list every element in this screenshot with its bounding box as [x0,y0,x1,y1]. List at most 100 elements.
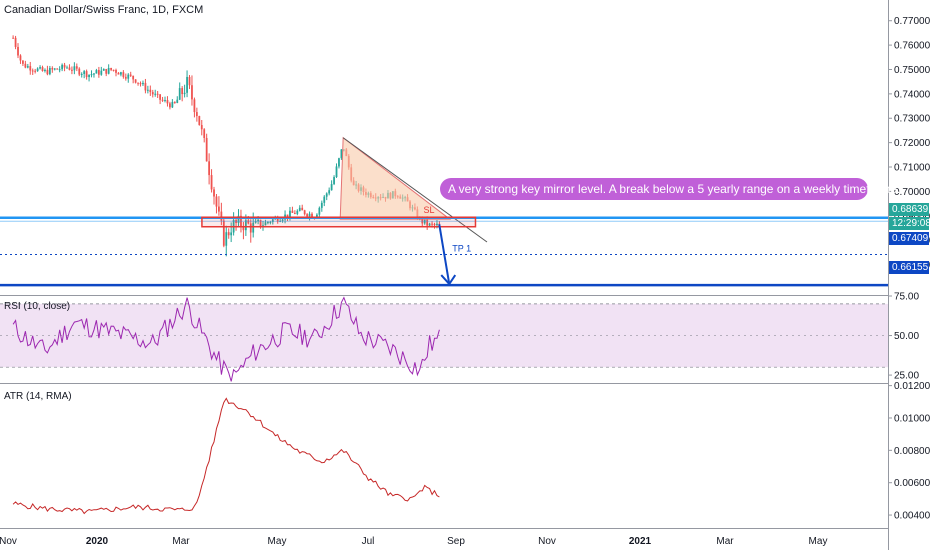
price-tag-bg [889,261,929,274]
candle-body [19,55,22,61]
candle-body [24,63,27,68]
candle-body [218,206,220,212]
rsi-pane[interactable] [0,296,888,382]
candle-body [330,184,333,191]
candle-body [289,210,291,218]
grid-lines [0,0,889,550]
time-tick-label: Nov [0,536,17,547]
tp-arrow-head [440,274,457,286]
candle-body [298,207,301,211]
candle-body [198,116,201,126]
price-tick-label: 0.71000 [894,163,931,174]
candle-body [438,223,441,225]
candle-body [110,67,113,70]
candle-body [88,74,90,78]
candle-body [95,70,98,74]
candle-body [142,82,144,85]
candle-body [90,74,93,76]
candle-body [178,88,181,100]
key-level-callout: A very strong key mirror level. A break … [440,178,900,200]
candle-body [205,137,208,162]
candle-body [97,70,100,75]
time-tick-label: May [268,536,287,547]
candle-body [63,64,66,68]
candle-body [171,101,174,108]
candle-body [188,76,191,86]
atr-tick-label: 0.01000 [894,413,931,424]
candle-body [320,202,323,208]
candle-body [129,74,132,76]
time-tick-label: Nov [538,536,556,547]
rsi-line [12,296,440,382]
candle-body [296,210,299,214]
candle-body [215,196,218,207]
candle-body [208,161,211,176]
candle-body [173,101,176,103]
candle-body [433,224,436,226]
candle-body [303,210,306,215]
price-tick-label: 0.69000 [894,211,931,222]
price-tick-label: 0.72000 [894,138,931,149]
price-tick-label: 0.74000 [894,89,931,100]
candle-body [203,129,206,138]
candle-body [58,69,61,71]
candle-body [426,219,429,226]
candle-body [247,220,250,224]
candle-body [53,68,56,70]
atr-pane[interactable] [12,397,440,515]
candle-body [161,99,164,101]
candle-body [200,125,203,130]
time-tick-label: 2020 [86,536,109,547]
price-tag-bg [889,232,929,245]
candle-body [195,112,198,117]
rsi-tick-label: 25.00 [894,371,919,382]
candle-body [183,92,186,95]
time-tick-label: May [809,536,828,547]
candle-body [276,217,279,222]
candle-body [102,68,105,71]
candle-body [423,219,426,224]
price-pane[interactable]: SL TP 1 [0,35,888,287]
candle-body [17,46,19,56]
candle-body [75,66,78,69]
candle-body [73,66,76,71]
candle-body [127,74,130,79]
candle-body [31,70,34,72]
candle-body [244,220,247,231]
candle-body [144,82,147,91]
candle-body [139,83,142,85]
candle-body [14,37,17,47]
candle-body [335,166,338,178]
atr-tick-label: 0.00600 [894,478,931,489]
price-axis[interactable]: 0.77000 0.76000 0.75000 0.74000 0.73000 0.720… [0,16,931,547]
price-tick-label: 0.77000 [894,16,931,27]
atr-tick-label: 0.01200 [894,381,931,392]
candle-body [93,73,95,75]
atr-line [12,397,440,515]
candle-body [333,177,335,185]
candle-body [328,190,331,194]
candle-body [12,37,15,39]
time-tick-label: 2021 [629,536,652,547]
atr-tick-label: 0.00800 [894,446,931,457]
candle-body [22,60,24,64]
atr-tick-label: 0.00400 [894,511,931,522]
candle-body [51,68,54,70]
price-tick-label: 0.70000 [894,187,931,198]
candle-body [259,219,262,228]
candle-body [122,72,125,77]
candle-body [151,92,154,95]
price-tag-bg [889,217,929,230]
sl-label: SL [423,205,434,215]
candle-body [46,69,49,75]
candle-body [225,232,228,246]
candle-body [48,68,51,75]
candle-body [186,76,188,93]
candle-body [191,85,193,100]
candle-body [107,67,110,74]
candle-body [271,219,274,222]
candle-body [257,219,260,222]
candle-body [269,221,272,223]
candle-body [301,207,304,211]
